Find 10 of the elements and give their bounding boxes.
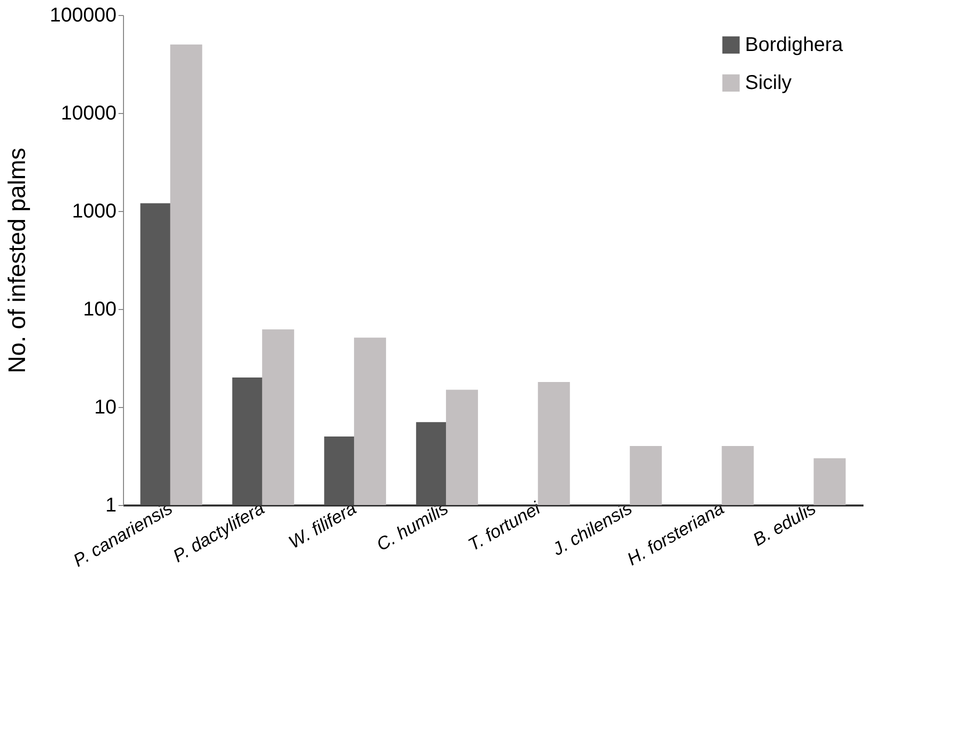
legend-label: Bordighera <box>745 34 844 56</box>
x-tick-label: B. edulis <box>749 498 820 550</box>
y-tick-label: 10000 <box>60 102 116 124</box>
y-tick-label: 10 <box>94 396 116 418</box>
y-tick-label: 100000 <box>50 4 116 26</box>
legend-label: Sicily <box>745 72 792 94</box>
y-tick-label: 1000 <box>72 200 116 222</box>
x-tick-label: W. filifera <box>285 498 360 552</box>
y-axis-title: No. of infested palms <box>4 148 31 374</box>
y-tick-label: 100 <box>83 298 116 320</box>
